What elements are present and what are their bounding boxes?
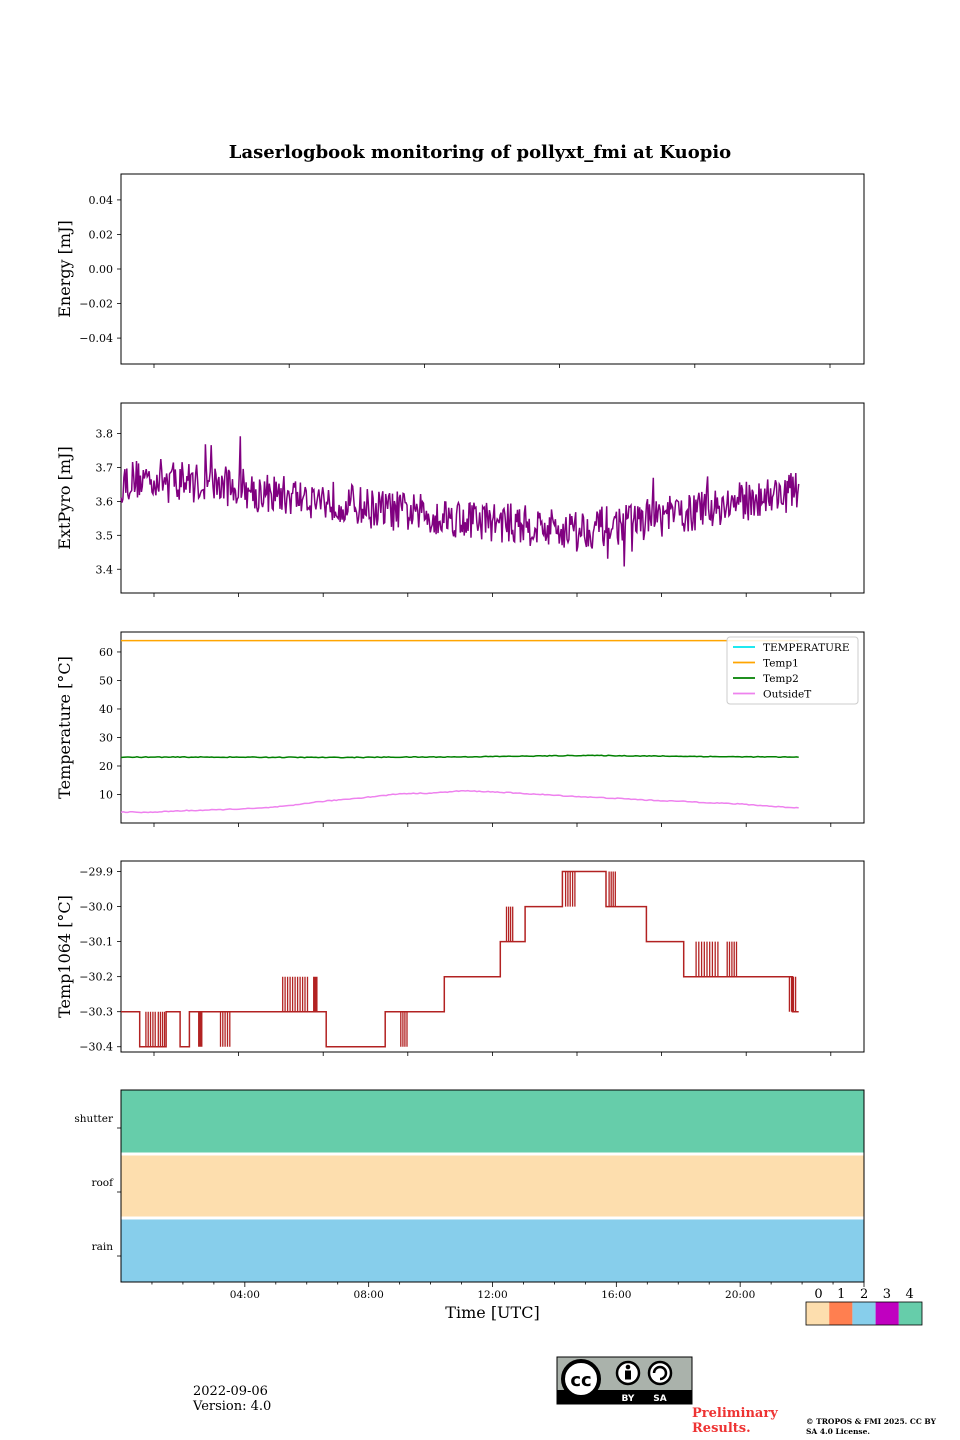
legend-box <box>726 636 859 705</box>
status-xtick-label: 04:00 <box>230 1289 260 1301</box>
status-xtick-label: 20:00 <box>725 1289 755 1301</box>
version-label: Version: 4.0 <box>193 1399 272 1414</box>
extpyro-ytick-label: 3.5 <box>96 529 114 542</box>
temp1064-ytick-label: −30.3 <box>79 1006 113 1019</box>
colorbar-label-0: 0 <box>814 1287 822 1302</box>
temp1064-flicker <box>608 871 616 907</box>
temperature-series-outsidet <box>120 789 799 814</box>
extpyro-ytick-label: 3.4 <box>96 563 114 576</box>
energy-panel: 0.04 0.02 0.00 −0.02 −0.04 Energy [mJ] <box>55 173 865 368</box>
energy-ytick-label: −0.02 <box>79 298 113 311</box>
colorbar-cell-3 <box>875 1302 899 1325</box>
temp1064-flicker <box>282 976 309 1012</box>
colorbar-cell-0 <box>806 1302 830 1325</box>
temp1064-ylabel: Temp1064 [°C] <box>55 895 74 1018</box>
colorbar-label-4: 4 <box>906 1287 914 1302</box>
temp1064-frame <box>120 860 865 1053</box>
preliminary-results-label: Preliminary Results. <box>692 1406 778 1436</box>
badge-sa-label: SA <box>653 1394 666 1404</box>
temperature-ytick-label: 30 <box>99 731 113 744</box>
legend-label-temperature: TEMPERATURE <box>763 642 850 654</box>
temperature-series-temp2 <box>120 754 799 759</box>
cc-logo-text: cc <box>570 1370 591 1391</box>
temperature-ytick-label: 40 <box>99 703 113 716</box>
temp1064-flicker <box>788 976 797 1012</box>
colorbar-label-3: 3 <box>883 1287 891 1302</box>
figure-title: Laserlogbook monitoring of pollyxt_fmi a… <box>229 142 731 163</box>
temperature-legend: TEMPERATURE Temp1 Temp2 OutsideT <box>726 636 859 705</box>
energy-ylabel: Energy [mJ] <box>55 220 74 318</box>
colorbar-cell-2 <box>852 1302 876 1325</box>
temp1064-flicker <box>505 906 514 942</box>
temp1064-flicker <box>145 1011 156 1047</box>
temperature-ytick-label: 20 <box>99 760 113 773</box>
extpyro-ylabel: ExtPyro [mJ] <box>55 446 74 549</box>
temperature-ylabel: Temperature [°C] <box>55 656 74 799</box>
colorbar-label-1: 1 <box>837 1287 845 1302</box>
status-row-roof <box>121 1154 864 1218</box>
temp1064-flicker <box>157 1011 166 1047</box>
temp1064-flicker <box>695 941 719 977</box>
energy-ytick-label: −0.04 <box>79 332 113 345</box>
temp1064-ytick-label: −29.9 <box>79 866 113 879</box>
temp1064-flicker <box>726 941 738 977</box>
temp1064-ytick-label: −30.2 <box>79 971 113 984</box>
temperature-ytick-label: 60 <box>99 646 113 659</box>
temp1064-flicker <box>219 1011 231 1047</box>
status-ytick-label: roof <box>91 1177 114 1189</box>
share-alike-icon <box>647 1360 673 1386</box>
badge-by-label: BY <box>622 1394 635 1404</box>
temp1064-flicker <box>564 871 576 907</box>
status-row-shutter <box>121 1090 864 1154</box>
temp1064-panel: −29.9 −30.0 −30.1 −30.2 −30.3 −30.4 Temp1064 [… <box>55 860 865 1056</box>
energy-ytick-label: 0.04 <box>89 194 114 207</box>
colorbar-cell-1 <box>829 1302 853 1325</box>
colorbar-cell-4 <box>898 1302 922 1325</box>
temp1064-flicker <box>198 1011 203 1047</box>
cc-logo-icon <box>561 1359 601 1399</box>
temperature-ytick-label: 10 <box>99 788 113 801</box>
temperature-ytick-label: 50 <box>99 674 113 687</box>
energy-ytick-label: 0.02 <box>89 228 114 241</box>
colorbar-frame <box>805 1301 923 1326</box>
status-xtick-label: 12:00 <box>477 1289 507 1301</box>
energy-ytick-label: 0.00 <box>89 263 114 276</box>
legend-label-temp1: Temp1 <box>763 658 799 670</box>
temp1064-ytick-label: −30.1 <box>79 936 113 949</box>
temp1064-ytick-label: −30.0 <box>79 901 113 914</box>
temp1064-series-line <box>121 870 799 1048</box>
status-ytick-label: shutter <box>74 1113 114 1125</box>
status-xlabel: Time [UTC] <box>445 1303 539 1322</box>
status-ytick-label: rain <box>92 1241 114 1253</box>
legend-label-temp2: Temp2 <box>763 673 799 685</box>
extpyro-ytick-label: 3.6 <box>96 495 114 508</box>
status-row-rain <box>121 1218 864 1282</box>
copyright-notice: © TROPOS & FMI 2025. CC BY SA 4.0 Licens… <box>806 1417 936 1436</box>
cc-license-badge[interactable]: cc BY SA <box>556 1356 693 1405</box>
colorbar-label-2: 2 <box>860 1287 868 1302</box>
extpyro-ytick-label: 3.8 <box>96 428 114 441</box>
temp1064-ytick-label: −30.4 <box>79 1041 113 1054</box>
share-alike-arrow <box>652 1365 668 1381</box>
attribution-icon-head <box>625 1364 631 1370</box>
extpyro-series-line <box>120 436 800 567</box>
extpyro-ytick-label: 3.7 <box>96 461 114 474</box>
extpyro-panel: 3.8 3.7 3.6 3.5 3.4 ExtPyro [mJ] <box>55 402 865 597</box>
status-xtick-label: 08:00 <box>354 1289 384 1301</box>
status-xtick-label: 16:00 <box>601 1289 631 1301</box>
legend-label-outsidet: OutsideT <box>763 689 811 701</box>
attribution-icon-body <box>625 1370 631 1380</box>
status-panel: shutter roof rain 04:00 08:00 12:00 16:00 20:00… <box>74 1089 865 1322</box>
energy-frame <box>120 173 865 365</box>
date-label: 2022-09-06 <box>193 1384 268 1399</box>
temp1064-flicker <box>400 1011 408 1047</box>
temp1064-flicker <box>313 976 318 1012</box>
